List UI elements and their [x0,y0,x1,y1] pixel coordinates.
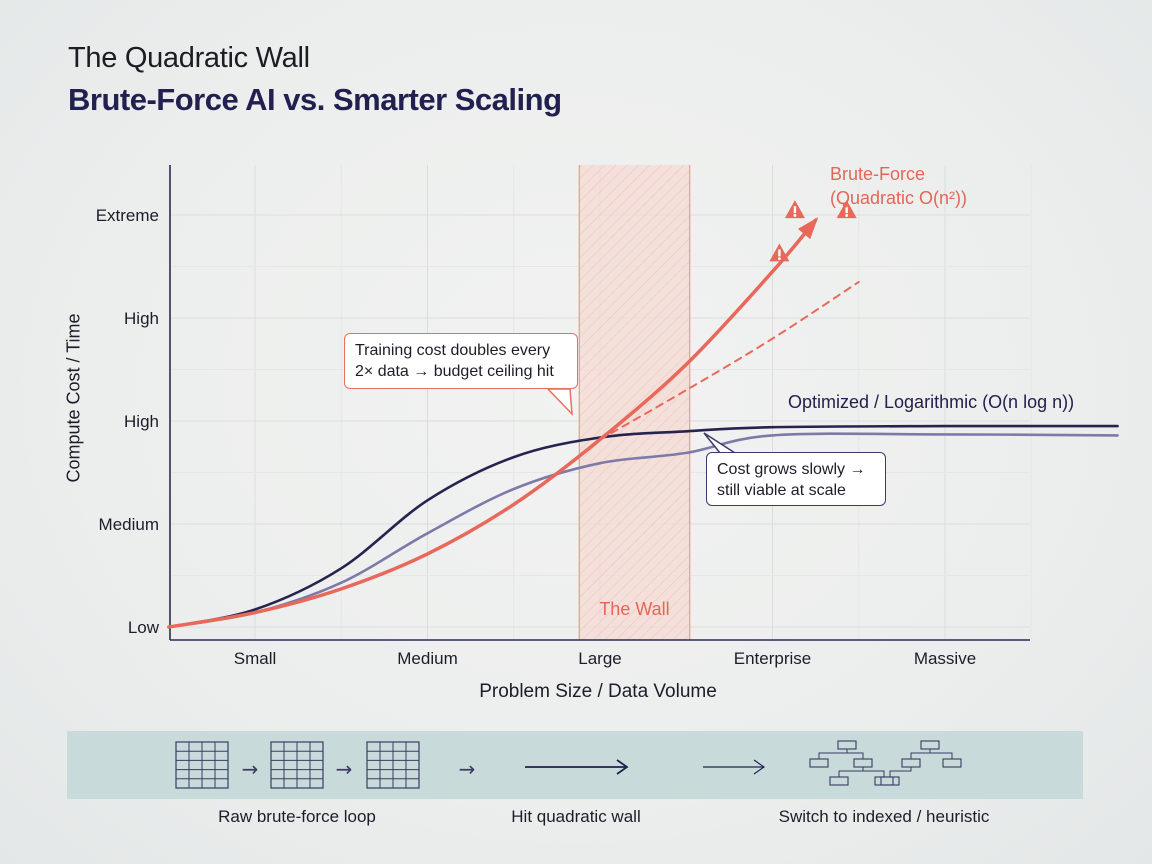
tree-icon-edge [910,749,931,759]
grid-icon [270,741,324,789]
warning-icon-bar [845,206,848,214]
series-arrowhead [797,217,819,240]
x-tick-label: Enterprise [734,649,811,668]
wall-band: The Wall [578,165,691,640]
series-label-brute-force: Brute-Force [830,164,925,184]
annotation-line: Cost grows slowly → [717,461,866,478]
y-tick-label: Low [128,618,160,637]
wall-band-hatch [579,165,690,640]
warning-icon-dot [845,214,849,217]
grid-icon [366,741,420,789]
warning-icon [836,200,857,219]
series-line-0 [167,218,818,629]
tick-labels: Small Medium Large Enterprise Massive Low Medi… [96,206,976,668]
x-tick-label: Medium [397,649,457,668]
process-diagram: → → → [175,740,962,789]
annotation-line: 2× data → budget ceiling hit [355,363,554,380]
tree-icon-edge [929,749,953,759]
y-tick-label: High [124,309,159,328]
tree-icon-edge [846,749,864,759]
chart-subtitle: Brute-Force AI vs. Smarter Scaling [68,82,562,117]
long-arrow-icon-head [616,759,629,775]
x-axis-label: Problem Size / Data Volume [479,681,717,702]
tree-icon-edge [889,767,912,777]
step-label-quadratic-wall: Hit quadratic wall [511,807,641,826]
step-label-brute-force: Raw brute-force loop [218,807,376,826]
tree-icon-node [853,758,873,768]
warning-icon-dot [778,257,781,261]
axes [169,165,1030,641]
series-line-3 [167,432,1119,629]
tree-icon-node [901,758,921,768]
y-axis-label: Compute Cost / Time [63,313,84,483]
arrow-icon: → [459,757,476,781]
annotation-cost-grows-slowly: Cost grows slowly → still viable at scal… [706,452,886,506]
tree-icon-node [874,776,894,786]
annotation-pointer [546,388,573,417]
grid-icon [175,741,229,789]
tree-icon-node [920,740,940,750]
series-line-2 [167,424,1119,629]
step-label-indexed: Switch to indexed / heuristic [778,807,990,826]
tree-icon-edge [862,767,885,777]
warning-icon-bar [793,206,797,214]
x-tick-label: Large [578,649,621,668]
x-tick-label: Small [234,649,277,668]
series-lines [167,200,1119,629]
tree-icon-node [880,776,900,786]
chart-title: The Quadratic Wall [68,42,310,74]
tree-icon-node [829,776,849,786]
annotation-line: still viable at scale [717,482,846,499]
tree-icon-node [837,740,857,750]
y-tick-label: Medium [99,515,159,534]
series-labels: Brute-Force (Quadratic O(n²)) Optimized / … [546,164,1074,454]
tree-icon-node [942,758,962,768]
y-tick-label: High [124,412,159,431]
tree-icon-edge [838,767,864,777]
arrow-icon: → [336,757,353,781]
warning-icon-bar [778,249,781,257]
tree-icon-edge [818,749,848,759]
series-line-1 [599,280,860,441]
series-label-optimized: Optimized / Logarithmic (O(n log n)) [788,392,1074,412]
y-tick-label: Extreme [96,206,159,225]
short-arrow-icon-head [753,759,766,775]
warning-icon [784,200,805,219]
warning-icon-dot [793,214,797,217]
process-strip: → → → [67,731,1083,799]
wall-band-label: The Wall [599,599,669,619]
warning-icon [769,243,790,262]
arrow-icon: → [242,757,259,781]
series-label-brute-force-sub: (Quadratic O(n²)) [830,188,967,208]
annotation-training-cost: Training cost doubles every 2× data → bu… [344,333,578,389]
x-tick-label: Massive [914,649,976,668]
tree-icon-node [809,758,829,768]
annotation-line: Training cost doubles every [355,342,551,359]
chart-area: The Wall Small Medium Large Enterprise Massi… [96,164,1119,668]
tree-icon [809,740,962,786]
